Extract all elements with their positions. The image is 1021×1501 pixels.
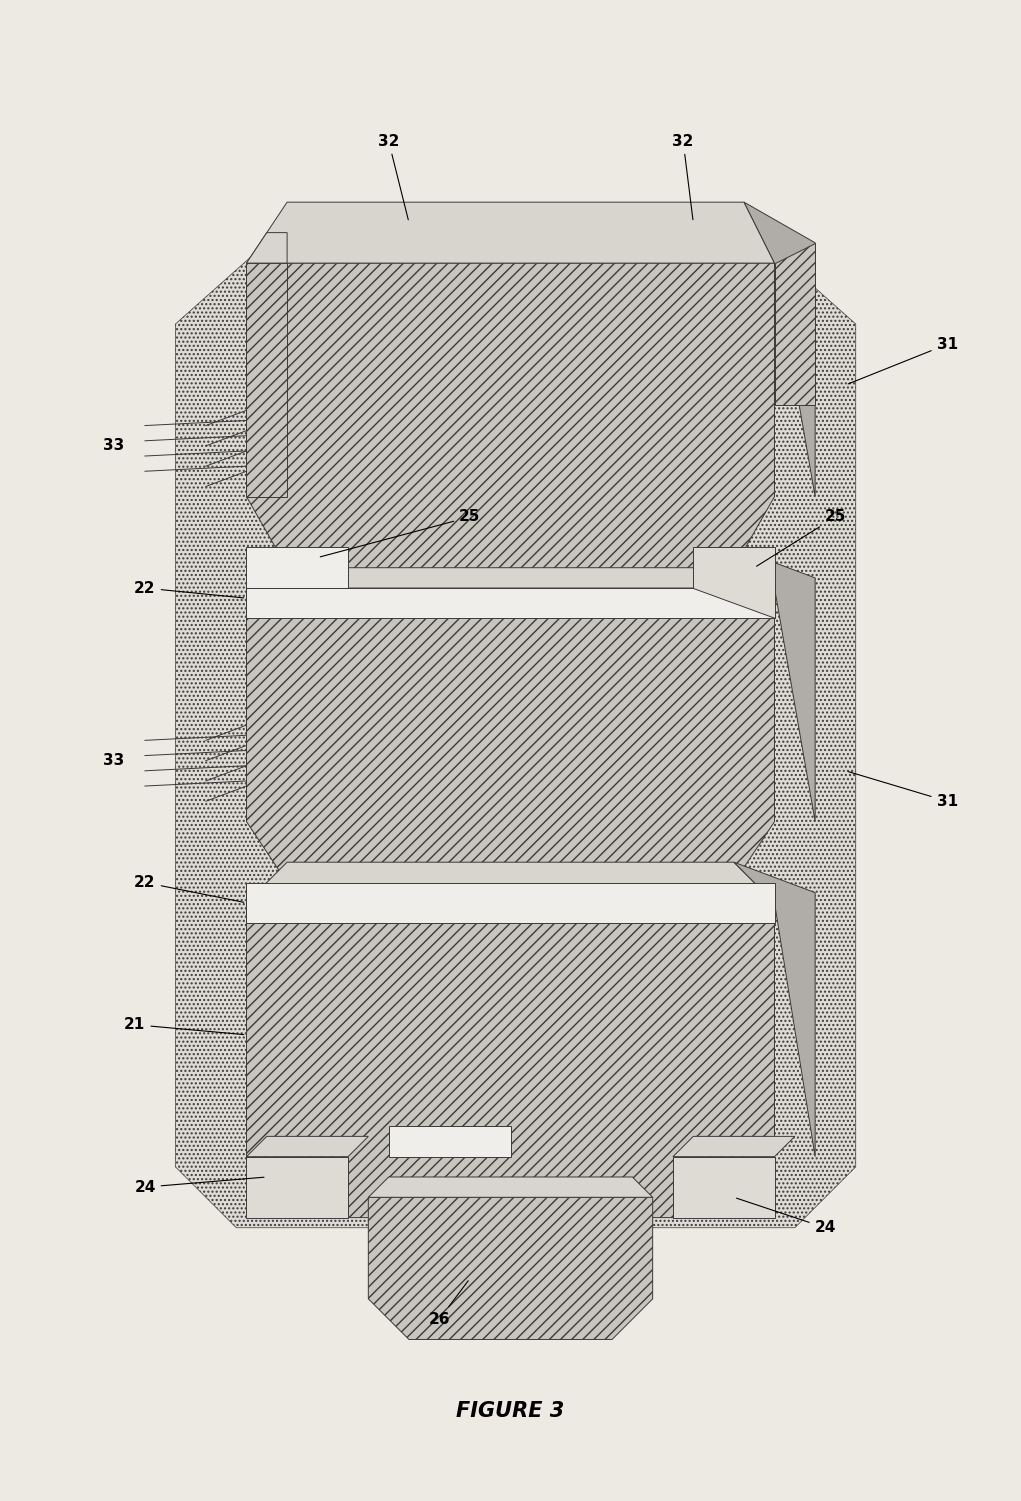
Text: 31: 31 <box>848 336 958 384</box>
Text: 26: 26 <box>429 1280 469 1327</box>
Polygon shape <box>246 203 775 263</box>
Text: 24: 24 <box>134 1177 264 1195</box>
Polygon shape <box>673 1157 775 1217</box>
Polygon shape <box>369 1198 652 1339</box>
Polygon shape <box>246 902 775 1217</box>
Text: 25: 25 <box>321 509 481 557</box>
Polygon shape <box>246 862 775 902</box>
Polygon shape <box>246 588 775 883</box>
Text: FIGURE 3: FIGURE 3 <box>456 1400 565 1420</box>
Polygon shape <box>246 1157 348 1217</box>
Polygon shape <box>246 263 775 567</box>
Polygon shape <box>389 1126 510 1157</box>
Text: 22: 22 <box>134 581 244 597</box>
Polygon shape <box>246 588 775 618</box>
Text: 25: 25 <box>757 509 846 566</box>
Polygon shape <box>246 233 287 263</box>
Text: 33: 33 <box>103 754 125 769</box>
Text: 32: 32 <box>673 134 694 219</box>
Polygon shape <box>673 1136 794 1157</box>
Polygon shape <box>734 862 815 1157</box>
Text: 31: 31 <box>848 772 958 809</box>
Text: 32: 32 <box>378 134 408 219</box>
Text: 21: 21 <box>125 1018 244 1034</box>
Polygon shape <box>369 1177 652 1198</box>
Polygon shape <box>744 203 815 497</box>
Polygon shape <box>246 548 775 588</box>
Polygon shape <box>734 548 815 821</box>
Polygon shape <box>693 548 775 618</box>
Text: 33: 33 <box>103 438 125 453</box>
Text: 22: 22 <box>134 875 244 902</box>
Polygon shape <box>246 263 287 497</box>
Polygon shape <box>246 1136 369 1157</box>
Polygon shape <box>176 243 856 1228</box>
Polygon shape <box>246 883 775 923</box>
Text: 24: 24 <box>736 1198 836 1235</box>
Polygon shape <box>775 243 815 405</box>
Polygon shape <box>246 548 348 618</box>
